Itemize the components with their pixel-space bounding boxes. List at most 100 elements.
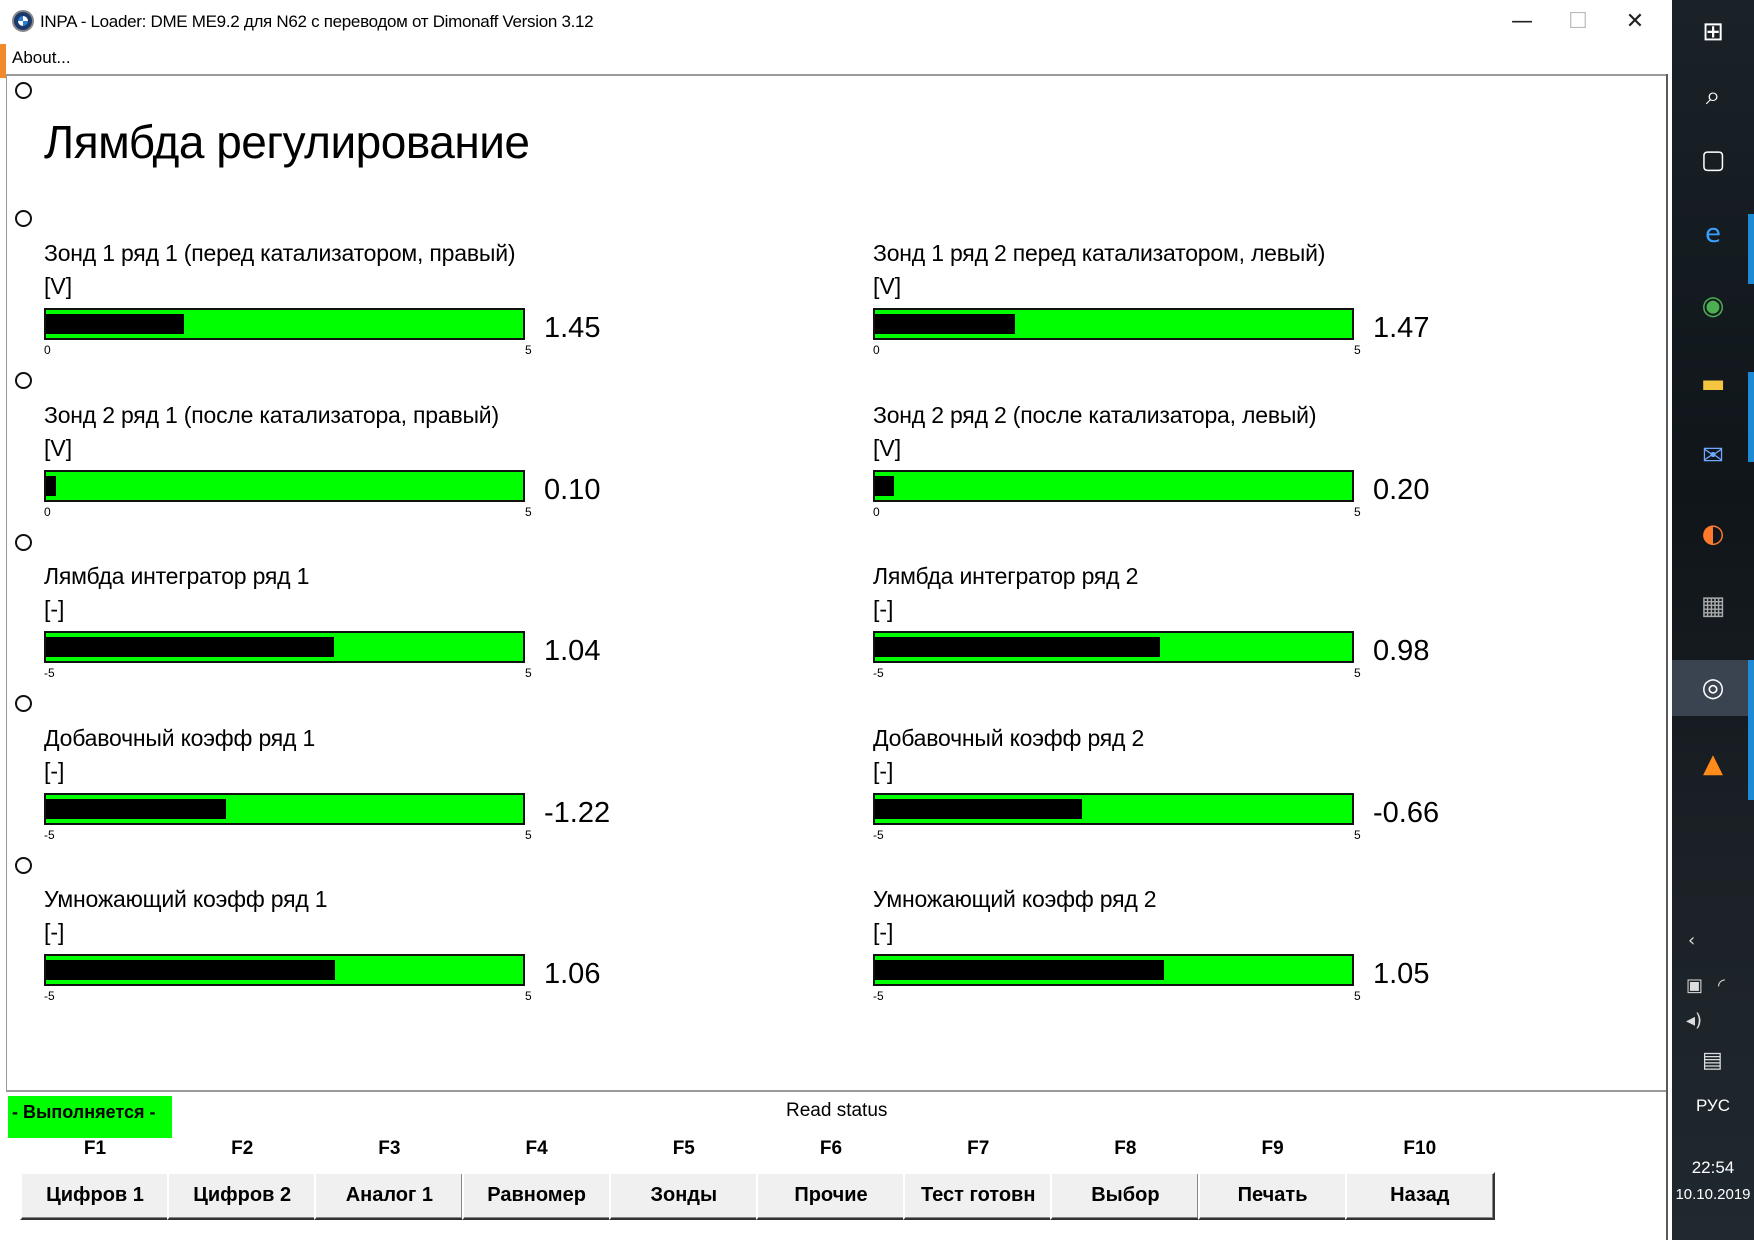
task-view-icon[interactable]: ▢ bbox=[1700, 145, 1726, 175]
gauge: Умножающий коэфф ряд 1 [-] 1.06 -5 5 bbox=[44, 886, 664, 1006]
gauge-bar bbox=[44, 793, 525, 825]
gauge-fill bbox=[46, 960, 336, 980]
accent-strip bbox=[1748, 214, 1754, 284]
gauge-value: -1.22 bbox=[544, 797, 611, 829]
gauge-fill bbox=[46, 799, 227, 819]
gauge-fill bbox=[46, 637, 335, 657]
menu-bar: About... bbox=[0, 44, 1668, 74]
title-bar[interactable]: INPA - Loader: DME ME9.2 для N62 с перев… bbox=[0, 0, 1668, 44]
fkey-button-f4[interactable]: Равномер bbox=[461, 1172, 612, 1220]
minimize-button[interactable]: — bbox=[1511, 9, 1533, 34]
gauge-value: 1.47 bbox=[1373, 312, 1430, 344]
page-title: Лямбда регулирование bbox=[44, 116, 530, 168]
gauge-max: 5 bbox=[525, 505, 532, 519]
close-button[interactable]: ✕ bbox=[1625, 9, 1645, 34]
gauge-unit: [-] bbox=[44, 596, 65, 622]
gauge-label: Добавочный коэфф ряд 2 bbox=[873, 725, 1145, 751]
gauge: Зонд 2 ряд 2 (после катализатора, левый)… bbox=[873, 402, 1493, 522]
gauge-fill bbox=[46, 314, 185, 334]
gauge-max: 5 bbox=[1354, 989, 1361, 1003]
gauge-max: 5 bbox=[1354, 343, 1361, 357]
clock-time[interactable]: 22:54 bbox=[1691, 1158, 1735, 1177]
radio-button[interactable] bbox=[15, 372, 32, 389]
gauge-value: 0.98 bbox=[1373, 635, 1430, 667]
file-explorer-icon[interactable]: ▬ bbox=[1700, 369, 1726, 399]
fkey-button-f2[interactable]: Цифров 2 bbox=[167, 1172, 318, 1220]
volume-icon[interactable]: ◂) bbox=[1686, 1010, 1703, 1031]
fkey-button-f3[interactable]: Аналог 1 bbox=[314, 1172, 465, 1220]
gauge-bar bbox=[873, 631, 1354, 663]
radio-button[interactable] bbox=[15, 210, 32, 227]
inpa-window: INPA - Loader: DME ME9.2 для N62 с перев… bbox=[0, 0, 1668, 1240]
thunderbird-icon[interactable]: ✉ bbox=[1702, 441, 1724, 471]
window-title: INPA - Loader: DME ME9.2 для N62 с перев… bbox=[40, 12, 594, 31]
gauge-min: -5 bbox=[873, 666, 884, 680]
gauge-max: 5 bbox=[525, 828, 532, 842]
fkey-label: F7 bbox=[967, 1138, 990, 1159]
fkey-button-f9[interactable]: Печать bbox=[1197, 1172, 1348, 1220]
fkey-button-f1[interactable]: Цифров 1 bbox=[20, 1172, 170, 1220]
gauge-min: 0 bbox=[873, 343, 880, 357]
fkey-label: F5 bbox=[672, 1138, 695, 1159]
orange-edge-marker bbox=[0, 44, 6, 78]
status-badge: - Выполняется - bbox=[8, 1096, 172, 1138]
fkey-label: F2 bbox=[231, 1138, 254, 1159]
gauge-label: Зонд 2 ряд 1 (после катализатора, правый… bbox=[44, 402, 499, 428]
search-icon[interactable]: ⌕ bbox=[1705, 81, 1721, 111]
gauge-value: -0.66 bbox=[1373, 797, 1440, 829]
notification-icon[interactable]: ▤ bbox=[1702, 1048, 1723, 1073]
gauge-unit: [-] bbox=[44, 919, 65, 945]
fkey-label: F8 bbox=[1114, 1138, 1137, 1159]
radio-button[interactable] bbox=[15, 82, 32, 99]
language-indicator[interactable]: РУС bbox=[1695, 1096, 1731, 1115]
accent-strip bbox=[1748, 660, 1754, 800]
radio-button[interactable] bbox=[15, 534, 32, 551]
chevron-left-icon[interactable]: ‹ bbox=[1688, 930, 1696, 951]
gauge-fill bbox=[875, 637, 1161, 657]
gauge-fill bbox=[875, 476, 895, 496]
gauge: Лямбда интегратор ряд 1 [-] 1.04 -5 5 bbox=[44, 563, 664, 683]
menu-about[interactable]: About... bbox=[12, 48, 71, 67]
gauge-bar bbox=[44, 308, 525, 340]
gauge-label: Зонд 2 ряд 2 (после катализатора, левый) bbox=[873, 402, 1317, 428]
gauge-min: -5 bbox=[873, 828, 884, 842]
chrome-icon[interactable]: ◉ bbox=[1701, 291, 1725, 321]
internet-explorer-icon[interactable]: e bbox=[1705, 219, 1721, 249]
fkey-label: F6 bbox=[819, 1138, 843, 1159]
fkey-button-f8[interactable]: Выбор bbox=[1050, 1172, 1201, 1220]
fkey-button-f6[interactable]: Прочие bbox=[756, 1172, 906, 1220]
gauge-value: 0.20 bbox=[1373, 474, 1430, 506]
ista-icon[interactable]: ▦ bbox=[1700, 591, 1726, 621]
fkey-button-f10[interactable]: Назад bbox=[1344, 1172, 1495, 1220]
gauge-max: 5 bbox=[1354, 828, 1361, 842]
fkey-label: F4 bbox=[525, 1138, 548, 1159]
radio-button[interactable] bbox=[15, 857, 32, 874]
gauge-label: Зонд 1 ряд 1 (перед катализатором, правы… bbox=[44, 240, 516, 266]
radio-button[interactable] bbox=[15, 695, 32, 712]
inpa-bmw-icon[interactable]: ◎ bbox=[1672, 660, 1754, 716]
foxit-reader-icon[interactable]: ▲ bbox=[1703, 749, 1723, 779]
clock-date[interactable]: 10.10.2019 bbox=[1675, 1186, 1751, 1203]
windows-start-icon[interactable]: ⊞ bbox=[1702, 17, 1724, 47]
gauge-unit: [V] bbox=[44, 435, 73, 461]
maximize-button[interactable]: ☐ bbox=[1568, 9, 1588, 34]
gauge-unit: [-] bbox=[873, 758, 894, 784]
gauge-min: 0 bbox=[44, 343, 51, 357]
battery-icon[interactable]: ▣ bbox=[1686, 975, 1704, 996]
firefox-icon[interactable]: ◐ bbox=[1701, 519, 1725, 549]
gauge-max: 5 bbox=[1354, 666, 1361, 680]
gauge-min: 0 bbox=[873, 505, 880, 519]
function-key-panel: - Выполняется - Read status F1 Цифров 1 F2… bbox=[6, 1090, 1666, 1240]
gauge-value: 1.04 bbox=[544, 635, 601, 667]
status-text: Read status bbox=[786, 1100, 888, 1121]
fkey-label: F1 bbox=[83, 1138, 107, 1159]
gauge-value: 1.06 bbox=[544, 958, 601, 990]
fkey-button-f5[interactable]: Зонды bbox=[608, 1172, 759, 1220]
wifi-icon[interactable]: ◜ bbox=[1718, 975, 1725, 996]
fkey-button-f7[interactable]: Тест готовн bbox=[903, 1172, 1054, 1220]
gauge: Умножающий коэфф ряд 2 [-] 1.05 -5 5 bbox=[873, 886, 1493, 1006]
gauge-unit: [-] bbox=[873, 919, 894, 945]
gauge-unit: [V] bbox=[873, 435, 902, 461]
gauge-label: Лямбда интегратор ряд 2 bbox=[873, 563, 1139, 589]
gauge-min: -5 bbox=[44, 666, 55, 680]
